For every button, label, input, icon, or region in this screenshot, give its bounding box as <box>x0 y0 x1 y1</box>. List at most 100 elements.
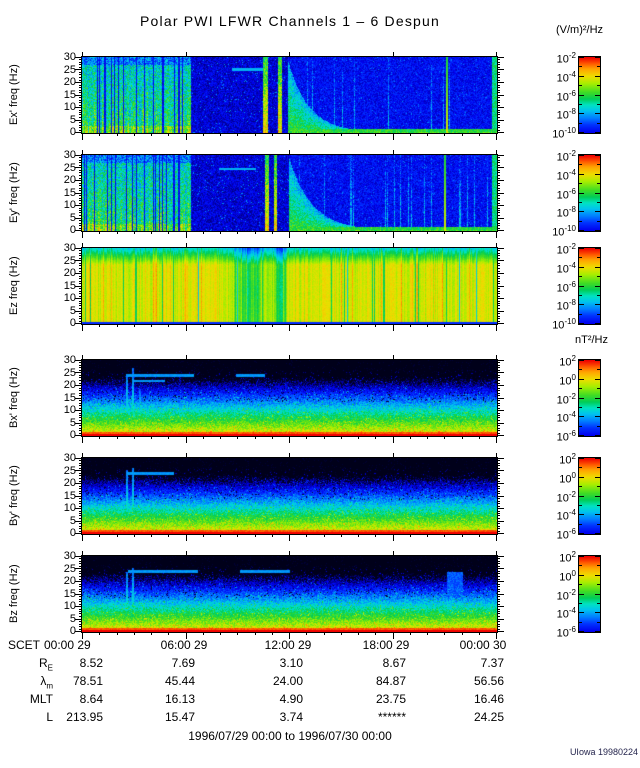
freq-tick <box>79 629 82 630</box>
time-tick <box>358 231 359 234</box>
freq-tick-label: 0 <box>69 224 76 236</box>
freq-tick <box>497 611 500 612</box>
freq-tick <box>75 69 82 70</box>
time-tick <box>289 632 290 639</box>
freq-tick <box>497 160 500 161</box>
freq-tick <box>497 170 500 171</box>
freq-tick-label: 10 <box>63 292 76 304</box>
colorbar-tick-label: 100 <box>559 372 576 388</box>
freq-tick <box>79 321 82 322</box>
time-tick <box>496 551 497 556</box>
freq-tick <box>497 90 500 91</box>
freq-tick <box>497 589 500 590</box>
freq-tick-label: 15 <box>63 186 76 199</box>
freq-tick <box>497 405 500 406</box>
time-tick <box>134 436 135 439</box>
freq-tick <box>79 626 82 627</box>
time-tick <box>496 632 497 639</box>
e-units-label: (V/m)²/Hz <box>556 24 604 36</box>
colorbar-tick <box>595 155 600 156</box>
time-tick <box>358 133 359 136</box>
freq-tick <box>497 220 500 221</box>
freq-tick <box>497 561 500 562</box>
colorbar-tick <box>597 183 600 184</box>
colorbar-tick <box>579 85 582 86</box>
bz-colorbar-canvas <box>579 556 600 632</box>
freq-tick <box>497 385 504 386</box>
time-tick <box>462 534 463 537</box>
freq-tick <box>497 463 500 464</box>
time-tick <box>324 632 325 635</box>
colorbar-tick <box>597 314 600 315</box>
colorbar-tick <box>579 95 584 96</box>
time-tick <box>186 133 187 140</box>
time-tick <box>168 436 169 439</box>
time-tick <box>220 133 221 136</box>
freq-tick <box>497 291 500 292</box>
colorbar-tick <box>579 594 584 595</box>
freq-tick <box>497 533 504 534</box>
time-tick <box>289 52 290 57</box>
freq-tick <box>497 57 504 58</box>
freq-tick <box>79 609 82 610</box>
ey-axis-label: Ey' freq (Hz) <box>8 162 20 224</box>
freq-tick <box>79 430 82 431</box>
colorbar-tick <box>579 612 584 613</box>
ephemeris-value: 8.64 <box>79 692 103 706</box>
freq-tick <box>79 460 82 461</box>
freq-tick <box>79 531 82 532</box>
freq-tick <box>497 621 500 622</box>
time-tick <box>496 324 497 331</box>
colorbar-tick <box>579 369 582 370</box>
time-tick <box>375 436 376 439</box>
scet-label: SCET <box>8 638 41 652</box>
freq-tick <box>497 188 500 189</box>
freq-tick <box>79 225 82 226</box>
time-tick <box>427 324 428 327</box>
time-tick <box>82 231 83 238</box>
freq-tick <box>79 498 82 499</box>
freq-tick <box>79 253 82 254</box>
freq-tick <box>79 303 82 304</box>
freq-tick <box>79 576 82 577</box>
freq-tick <box>497 613 500 614</box>
colorbar-tick-label: 10-6 <box>556 625 576 640</box>
time-tick <box>168 534 169 537</box>
freq-tick <box>79 308 82 309</box>
freq-tick <box>497 288 500 289</box>
colorbar-tick <box>595 174 600 175</box>
freq-tick <box>497 268 500 269</box>
freq-tick <box>497 210 500 211</box>
freq-tick <box>497 316 500 317</box>
colorbar-tick-label: 10-4 <box>556 410 576 425</box>
freq-tick <box>79 417 82 418</box>
time-tick <box>134 632 135 635</box>
colorbar-tick <box>579 276 582 277</box>
time-tick <box>410 534 411 537</box>
freq-tick <box>497 518 500 519</box>
freq-tick <box>497 193 504 194</box>
scet-time-label: 06:00 29 <box>160 638 208 652</box>
freq-tick <box>79 383 82 384</box>
freq-tick-label: 10 <box>63 199 76 211</box>
colorbar-tick <box>579 164 582 165</box>
freq-tick <box>75 483 82 484</box>
freq-tick <box>497 601 500 602</box>
by-colorbar-canvas <box>579 458 600 534</box>
by-panel-frame <box>75 453 504 541</box>
time-tick <box>462 324 463 327</box>
time-tick <box>203 324 204 327</box>
freq-tick <box>497 383 500 384</box>
freq-tick <box>79 463 82 464</box>
freq-tick <box>497 157 500 158</box>
time-tick <box>203 632 204 635</box>
time-tick <box>306 436 307 439</box>
colorbar-tick <box>597 565 600 566</box>
freq-tick <box>79 296 82 297</box>
freq-tick <box>79 621 82 622</box>
colorbar-tick <box>579 202 582 203</box>
ez-colorbar-frame <box>578 247 601 325</box>
freq-tick-label: 30 <box>63 354 76 366</box>
ez-axis-label: Ez freq (Hz) <box>8 256 20 316</box>
freq-tick <box>75 372 82 373</box>
